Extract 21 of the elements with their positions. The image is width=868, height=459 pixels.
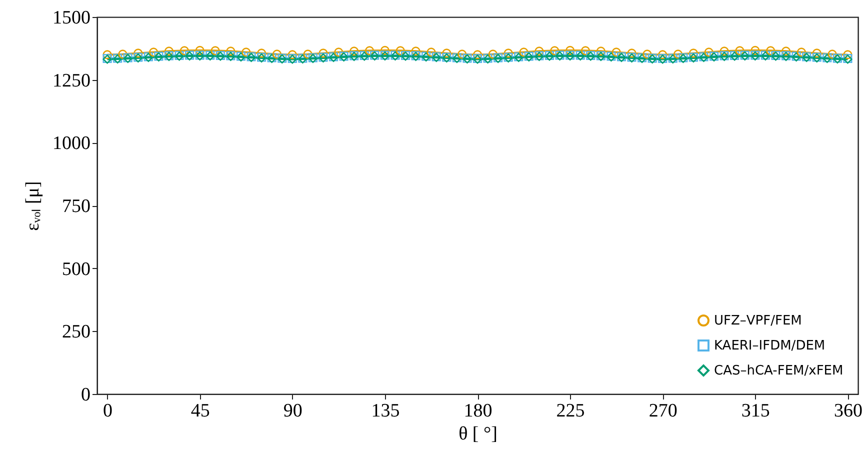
y-tick-label: 250: [62, 322, 90, 343]
x-tick-label: 45: [190, 400, 210, 422]
x-tick-label: 360: [834, 400, 862, 422]
y-tick-label: 750: [62, 196, 90, 217]
x-tick-label: 315: [741, 400, 770, 422]
x-tick-label: 90: [283, 400, 302, 422]
x-tick-label: 270: [648, 400, 678, 422]
x-tick-label: 135: [371, 400, 400, 422]
x-axis-title: θ [ °]: [458, 424, 498, 444]
y-tick-label: 1250: [52, 70, 90, 92]
legend-label: KAERI–IFDM/DEM: [714, 338, 826, 354]
y-tick-label: 1500: [52, 8, 90, 28]
y-tick-label: 500: [62, 258, 90, 280]
x-tick-label: 180: [464, 400, 492, 422]
x-tick-label: 0: [103, 400, 113, 422]
y-tick-label: 0: [81, 384, 90, 406]
legend-label: CAS–hCA-FEM/xFEM: [714, 364, 844, 378]
legend-label: UFZ–VPF/FEM: [714, 314, 802, 328]
y-axis-title: εᵥₒₗ [μ]: [22, 181, 44, 231]
x-tick-label: 225: [556, 400, 585, 422]
y-tick-label: 1000: [52, 133, 90, 154]
